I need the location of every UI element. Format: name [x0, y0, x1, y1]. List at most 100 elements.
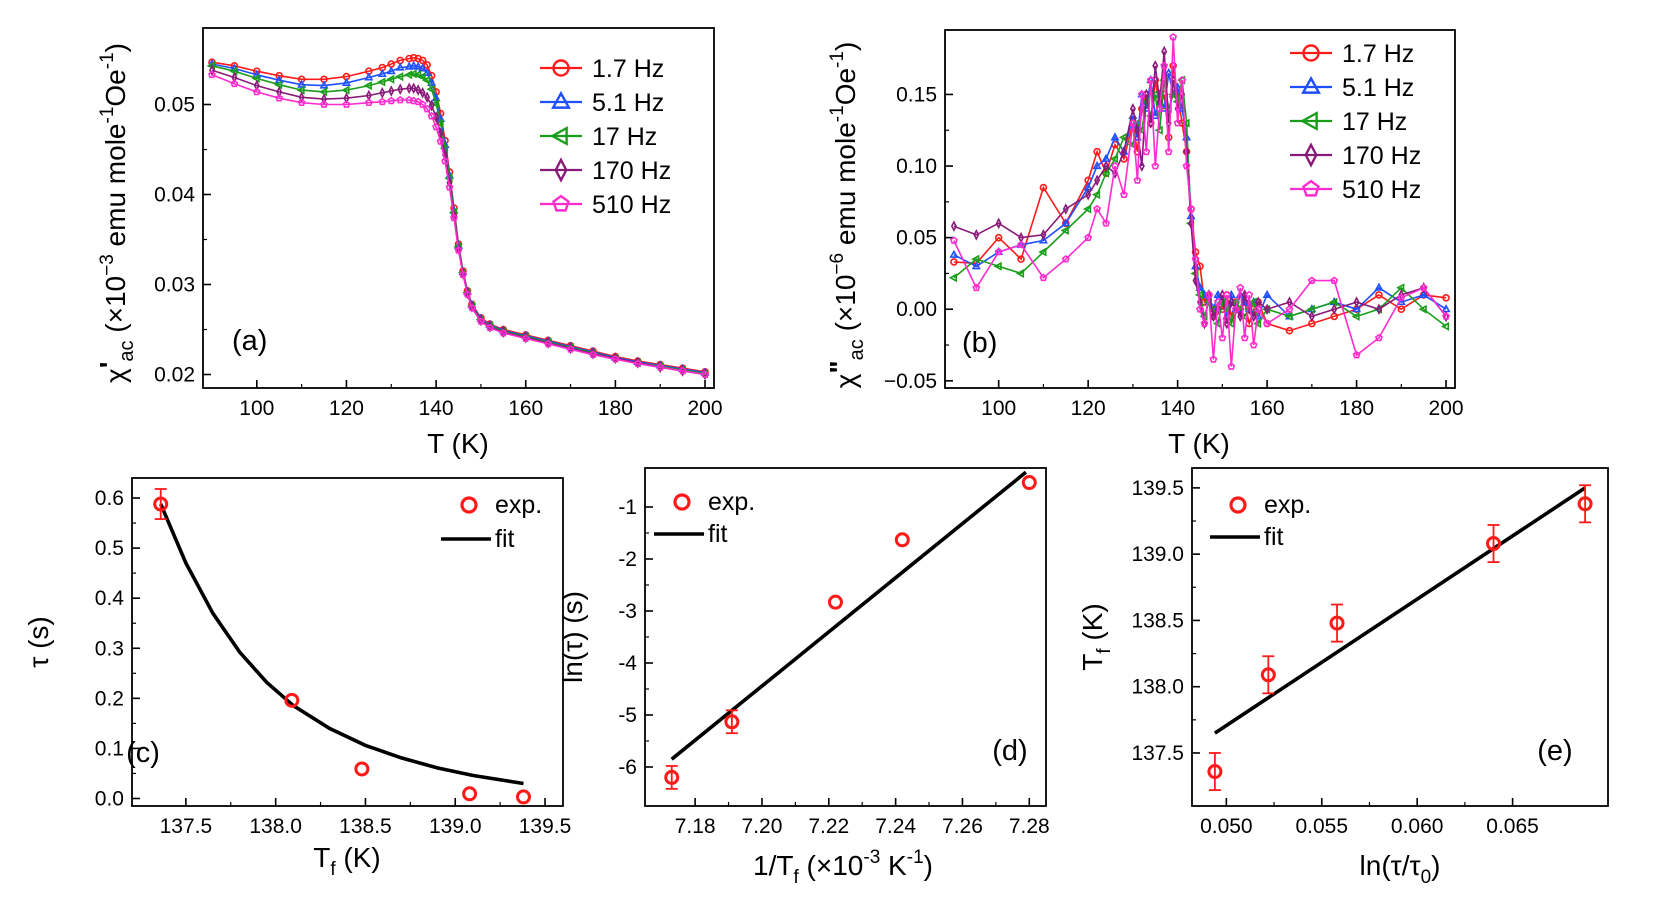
data-point [1142, 147, 1151, 156]
x-tick-label: 7.22 [808, 815, 849, 838]
x-tick-label: 139.0 [429, 815, 482, 838]
legend-marker [1299, 111, 1318, 131]
data-point [320, 100, 328, 108]
x-tick-label: 0.060 [1391, 815, 1444, 838]
x-tick-label: 180 [1339, 397, 1374, 420]
data-point [410, 82, 417, 95]
data-point [1196, 305, 1204, 313]
data-point [297, 79, 307, 88]
data-point [1015, 268, 1025, 278]
data-point [1084, 233, 1093, 241]
legend-marker [1229, 496, 1247, 514]
data-point [386, 66, 396, 75]
data-point [1109, 154, 1119, 164]
data-point [445, 183, 454, 191]
data-point [1061, 254, 1070, 263]
x-tick-label: 0.050 [1200, 815, 1253, 838]
data-point [1419, 283, 1428, 292]
y-tick-label: 0.15 [896, 83, 937, 106]
data-point [1397, 305, 1406, 314]
data-point [1254, 305, 1263, 313]
data-point [153, 496, 169, 512]
data-point [414, 97, 423, 106]
legend-label: 17 Hz [592, 123, 657, 151]
legend-marker [554, 157, 568, 183]
data-point [1226, 319, 1235, 329]
data-point [1161, 45, 1168, 58]
data-point [418, 100, 427, 108]
data-point [1285, 326, 1294, 335]
y-tick-label: 0.2 [95, 687, 124, 710]
data-point [544, 339, 553, 348]
legend-marker [1304, 142, 1318, 168]
plot-frame-d [644, 467, 1047, 807]
data-point [459, 270, 467, 278]
data-point [1182, 161, 1191, 170]
data-point [1218, 333, 1227, 342]
data-point [993, 261, 1002, 271]
data-point [1329, 615, 1345, 631]
data-point [388, 85, 395, 97]
data-point [387, 96, 396, 105]
data-point [1374, 282, 1384, 291]
y-tick-label: 139.5 [1131, 477, 1184, 500]
data-point [296, 85, 305, 95]
data-point [427, 112, 436, 120]
data-point [485, 323, 494, 332]
data-point [1017, 240, 1025, 249]
y-tick-label: 0.3 [95, 637, 124, 660]
data-point [1152, 60, 1159, 72]
fit-line [1213, 486, 1587, 735]
y-tick-label: 0.4 [95, 587, 125, 610]
data-point [1039, 273, 1048, 282]
data-point [566, 345, 575, 353]
data-point [395, 62, 405, 71]
data-point [415, 84, 422, 96]
data-point [230, 79, 239, 88]
data-point [1094, 174, 1101, 187]
data-point [274, 80, 283, 90]
x-tick-label: 160 [1250, 397, 1285, 420]
legend-label: 1.7 Hz [592, 55, 664, 83]
data-point [994, 247, 1003, 256]
data-point [1353, 296, 1360, 308]
x-tick-label: 7.28 [1009, 815, 1050, 838]
legend-label: exp. [708, 488, 755, 516]
legend-marker [552, 59, 570, 77]
data-point [432, 122, 441, 131]
y-axis-label: χ'ac (×10−3 emu mole-1Oe-1) [94, 43, 138, 383]
panel-a: 100 120 140 160 180 200 0.02 0.03 0.04 0.05 1.7 Hz… [94, 27, 723, 459]
data-point [386, 74, 395, 84]
y-axis-label: χ"ac (×10−6 emu mole-1Oe-1) [824, 42, 868, 389]
data-point [1284, 311, 1293, 321]
data-point [1440, 321, 1450, 331]
data-point [1210, 310, 1217, 323]
data-point [1169, 62, 1177, 70]
y-tick-label: -2 [618, 548, 637, 571]
data-point [1227, 362, 1236, 370]
data-point [379, 87, 386, 99]
data-point [1397, 293, 1406, 302]
data-point [521, 334, 530, 342]
data-point [1253, 319, 1262, 329]
data-point [1151, 161, 1160, 170]
data-point [1352, 304, 1362, 313]
data-point [229, 66, 238, 76]
data-point [950, 236, 958, 244]
y-tick-label: 0.10 [896, 155, 937, 178]
plot-frame-c [131, 477, 564, 807]
panel-label: (c) [126, 737, 160, 769]
x-tick-label: 0.055 [1295, 815, 1348, 838]
data-point [1062, 203, 1069, 215]
data-point [1155, 104, 1164, 113]
data-point [1217, 297, 1226, 307]
data-point [1129, 102, 1136, 115]
data-point [1375, 333, 1383, 342]
data-point [377, 68, 387, 77]
data-point [949, 249, 959, 258]
legend-marker [1301, 75, 1321, 94]
x-tick-label: 139.5 [519, 815, 572, 838]
y-tick-label: 0.1 [95, 737, 124, 760]
data-point [971, 261, 981, 270]
